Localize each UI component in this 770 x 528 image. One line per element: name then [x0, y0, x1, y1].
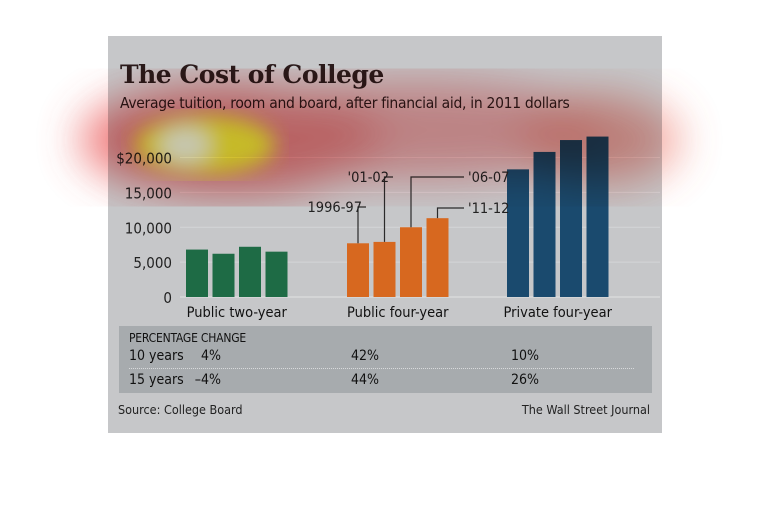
bar-1-1: [373, 241, 396, 297]
cell-private-four-year: 26%: [511, 372, 539, 388]
bar-2-3: [586, 136, 609, 297]
table-row: 10 years 4% 42% 10%: [119, 348, 652, 368]
group-label: Public two-year: [187, 305, 288, 321]
bar-0-3: [265, 251, 288, 297]
cell-private-four-year: 10%: [511, 348, 539, 364]
y-tick-label: $20,000: [116, 150, 172, 168]
y-tick-label: 5,000: [133, 254, 172, 272]
period-label: '01-02: [348, 170, 389, 186]
chart-card: The Cost of College Average tuition, roo…: [108, 36, 662, 433]
period-label: '06-07: [468, 170, 509, 186]
table-header: PERCENTAGE CHANGE: [129, 331, 247, 345]
bar-0-0: [186, 249, 208, 297]
table-row: 15 years –4% 44% 26%: [119, 372, 652, 392]
period-label: 1996-97: [308, 200, 363, 216]
bar-1-3: [426, 218, 449, 297]
y-tick-label: 0: [163, 289, 172, 307]
bar-0-2: [239, 246, 261, 297]
bar-1-2: [400, 227, 422, 297]
callout-line: [383, 176, 393, 242]
cell-public-two-year: –4%: [194, 372, 221, 388]
bar-2-1: [533, 151, 556, 297]
bar-1-0: [347, 243, 369, 297]
row-divider: [129, 368, 634, 369]
group-label: Public four-year: [347, 305, 449, 321]
period-label: '11-12: [468, 201, 509, 217]
percentage-change-table: PERCENTAGE CHANGE 10 years 4% 42% 10% 15…: [119, 326, 652, 393]
bar-chart: 0 5,000 10,000 15,000 $20,000 Public two-year…: [116, 136, 660, 321]
row-label: 15 years: [129, 372, 184, 388]
bar-0-1: [212, 253, 235, 297]
callout-line: [436, 207, 464, 219]
cell-public-four-year: 44%: [351, 372, 379, 388]
bar-2-2: [560, 140, 582, 297]
y-tick-label: 10,000: [125, 219, 172, 237]
cell-public-two-year: 4%: [201, 348, 221, 364]
credit: The Wall Street Journal: [521, 402, 650, 417]
bar-2-0: [507, 169, 529, 297]
cell-public-four-year: 42%: [351, 348, 379, 364]
group-label: Private four-year: [504, 305, 613, 321]
row-label: 10 years: [129, 348, 184, 364]
source-note: Source: College Board: [118, 402, 243, 417]
callout-line: [357, 206, 366, 244]
y-tick-label: 15,000: [125, 184, 172, 202]
